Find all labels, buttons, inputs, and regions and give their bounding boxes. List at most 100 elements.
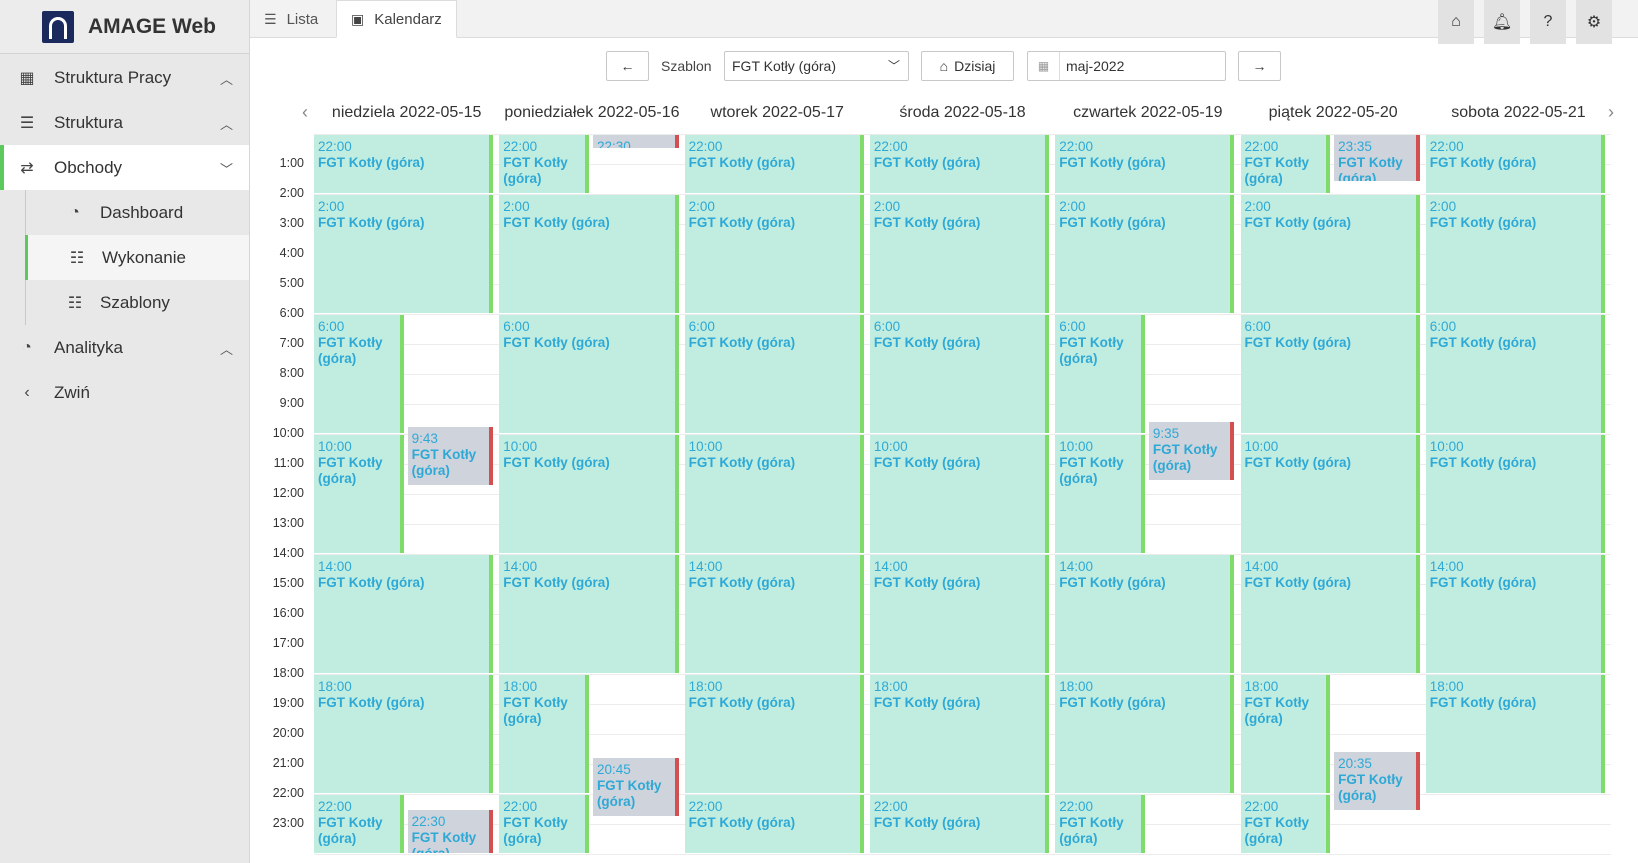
event[interactable]: 14:00 FGT Kotły (góra) xyxy=(869,555,1050,673)
event[interactable]: 18:00 FGT Kotły (góra) xyxy=(1425,675,1606,793)
szablon-select[interactable]: FGT Kotły (góra) ﹀ xyxy=(724,51,909,81)
home-button[interactable]: ⌂ xyxy=(1438,0,1474,44)
event[interactable]: 22:00 FGT Kotły (góra) xyxy=(684,795,864,853)
event[interactable]: 6:00 FGT Kotły (góra) xyxy=(684,315,864,433)
next-week-arrow-icon[interactable]: › xyxy=(1608,102,1614,122)
next-button[interactable]: → xyxy=(1238,51,1281,81)
nav-dashboard[interactable]: ◔ Dashboard xyxy=(25,190,249,235)
event[interactable]: 14:00 FGT Kotły (góra) xyxy=(1055,555,1235,673)
event-missed[interactable]: 9:35 FGT Kotły (góra) xyxy=(1148,422,1235,481)
event[interactable]: 18:00 FGT Kotły (góra) xyxy=(314,675,494,793)
notifications-button[interactable]: 🔔︎ xyxy=(1484,0,1520,44)
event[interactable]: 22:00 FGT Kotły (góra) xyxy=(499,135,589,193)
event[interactable]: 22:00 FGT Kotły (góra) xyxy=(1240,795,1331,853)
event-title: FGT Kotły (góra) xyxy=(1429,335,1537,350)
event[interactable]: 18:00 FGT Kotły (góra) xyxy=(499,675,589,793)
event[interactable]: 22:00 FGT Kotły (góra) xyxy=(1240,135,1331,193)
nav-collapse[interactable]: ‹ Zwiń xyxy=(0,370,249,415)
nav-analityka[interactable]: ◔ Analityka ︿ xyxy=(0,325,249,370)
event-title: FGT Kotły (góra) xyxy=(503,695,568,726)
event[interactable]: 10:00 FGT Kotły (góra) xyxy=(314,435,404,553)
event[interactable]: 22:00 FGT Kotły (góra) xyxy=(314,795,404,853)
event[interactable]: 22:00 FGT Kotły (góra) xyxy=(869,135,1050,193)
nav-wykonanie[interactable]: ☷ Wykonanie xyxy=(25,235,249,280)
event[interactable]: 18:00 FGT Kotły (góra) xyxy=(1240,675,1331,793)
event[interactable]: 22:00 FGT Kotły (góra) xyxy=(1055,135,1235,193)
event[interactable]: 2:00 FGT Kotły (góra) xyxy=(1240,195,1420,313)
event-title: FGT Kotły (góra) xyxy=(688,215,796,230)
event[interactable]: 10:00 FGT Kotły (góra) xyxy=(1425,435,1606,553)
nav-szablony[interactable]: ☷ Szablony xyxy=(25,280,249,325)
home-icon: ⌂ xyxy=(1451,13,1461,30)
event[interactable]: 2:00 FGT Kotły (góra) xyxy=(1055,195,1235,313)
event[interactable]: 18:00 FGT Kotły (góra) xyxy=(1055,675,1235,793)
event[interactable]: 14:00 FGT Kotły (góra) xyxy=(314,555,494,673)
event[interactable]: 18:00 FGT Kotły (góra) xyxy=(869,675,1050,793)
event-title: FGT Kotły (góra) xyxy=(1429,455,1537,470)
event-time: 9:43 xyxy=(411,430,438,446)
event-missed[interactable]: 20:35 FGT Kotły (góra) xyxy=(1334,752,1420,811)
chevron-down-icon: ﹀ xyxy=(219,162,233,177)
event[interactable]: 2:00 FGT Kotły (góra) xyxy=(499,195,679,313)
month-picker[interactable]: ▦ maj-2022 xyxy=(1027,51,1226,81)
event-missed[interactable]: 9:43 FGT Kotły (góra) xyxy=(407,426,494,485)
event[interactable]: 6:00 FGT Kotły (góra) xyxy=(499,315,679,433)
event[interactable]: 6:00 FGT Kotły (góra) xyxy=(869,315,1050,433)
event-missed[interactable]: 23:35 FGT Kotły (góra) xyxy=(1334,135,1420,181)
day-header: poniedziałek 2022-05-16 xyxy=(504,104,680,121)
event-time: 18:00 xyxy=(503,679,538,694)
event[interactable]: 2:00 FGT Kotły (góra) xyxy=(684,195,864,313)
event-time: 18:00 xyxy=(318,679,352,694)
gear-icon: ⚙ xyxy=(1586,14,1602,31)
event[interactable]: 14:00 FGT Kotły (góra) xyxy=(684,555,864,673)
event-missed[interactable]: 20:45 FGT Kotły (góra) xyxy=(592,757,679,816)
home-icon: ⌂ xyxy=(939,58,949,74)
event[interactable]: 2:00 FGT Kotły (góra) xyxy=(869,195,1050,313)
event[interactable]: 2:00 FGT Kotły (góra) xyxy=(314,195,494,313)
brand[interactable]: AMAGE Web xyxy=(0,0,249,54)
event[interactable]: 10:00 FGT Kotły (góra) xyxy=(1055,435,1145,553)
event[interactable]: 6:00 FGT Kotły (góra) xyxy=(1240,315,1420,433)
help-button[interactable]: ? xyxy=(1530,0,1566,44)
tab-kalendarz[interactable]: ▣ Kalendarz xyxy=(336,0,457,38)
settings-button[interactable]: ⚙ xyxy=(1576,0,1612,44)
nav-obchody[interactable]: ⇄ Obchody ﹀ xyxy=(0,145,249,190)
building-icon: ▦ xyxy=(19,69,35,87)
today-button[interactable]: ⌂ Dzisiaj xyxy=(921,51,1014,81)
event-title: FGT Kotły (góra) xyxy=(688,575,796,590)
event[interactable]: 14:00 FGT Kotły (góra) xyxy=(1425,555,1606,673)
event[interactable]: 22:00 FGT Kotły (góra) xyxy=(869,795,1050,853)
prev-button[interactable]: ← xyxy=(606,51,649,81)
event[interactable]: 10:00 FGT Kotły (góra) xyxy=(1240,435,1420,553)
event-time: 2:00 xyxy=(688,199,715,214)
event[interactable]: 10:00 FGT Kotły (góra) xyxy=(869,435,1050,553)
event[interactable]: 22:00 FGT Kotły (góra) xyxy=(499,795,589,853)
event[interactable]: 6:00 FGT Kotły (góra) xyxy=(1425,315,1606,433)
hour-label: 5:00 xyxy=(279,276,304,290)
event[interactable]: 22:00 FGT Kotły (góra) xyxy=(684,135,864,193)
event[interactable]: 14:00 FGT Kotły (góra) xyxy=(1240,555,1420,673)
event[interactable]: 22:00 FGT Kotły (góra) xyxy=(314,135,494,193)
event-title: FGT Kotły (góra) xyxy=(873,815,981,830)
event[interactable]: 10:00 FGT Kotły (góra) xyxy=(499,435,679,553)
event[interactable]: 22:00 FGT Kotły (góra) xyxy=(1425,135,1606,193)
nav-struktura[interactable]: ☰ Struktura ︿ xyxy=(0,100,249,145)
event[interactable]: 10:00 FGT Kotły (góra) xyxy=(684,435,864,553)
event-title: FGT Kotły (góra) xyxy=(1244,215,1352,230)
event-title: FGT Kotły (góra) xyxy=(318,215,425,230)
event-time: 10:00 xyxy=(1244,439,1279,454)
tab-lista[interactable]: ☰ Lista xyxy=(250,0,332,38)
nav-struktura-pracy[interactable]: ▦ Struktura Pracy ︿ xyxy=(0,55,249,100)
event[interactable]: 2:00 FGT Kotły (góra) xyxy=(1425,195,1606,313)
event[interactable]: 6:00 FGT Kotły (góra) xyxy=(314,315,404,433)
event[interactable]: 6:00 FGT Kotły (góra) xyxy=(1055,315,1145,433)
event[interactable]: 18:00 FGT Kotły (góra) xyxy=(684,675,864,793)
grid-line xyxy=(314,134,1612,135)
calendar-icon: ▣ xyxy=(351,10,365,27)
hour-label: 15:00 xyxy=(272,576,304,590)
event[interactable]: 14:00 FGT Kotły (góra) xyxy=(499,555,679,673)
event[interactable]: 22:00 FGT Kotły (góra) xyxy=(1055,795,1145,853)
prev-week-arrow-icon[interactable]: ‹ xyxy=(302,102,308,122)
